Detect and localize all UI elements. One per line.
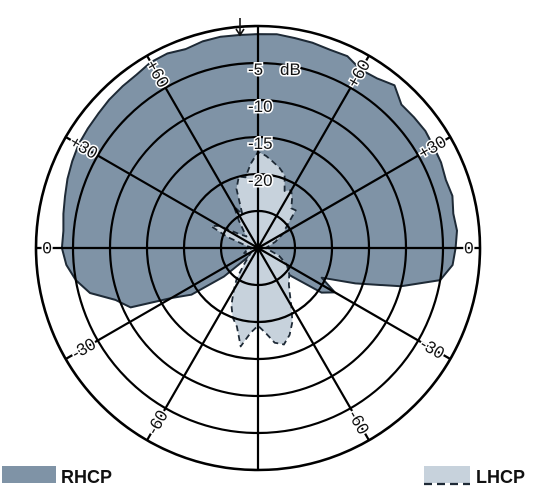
legend: RHCP LHCP [2,466,525,487]
grid-spoke-150 [257,247,370,441]
legend-swatch-lhcp [424,466,470,483]
angle-label: -60 [143,407,172,438]
grid-spoke-330 [146,55,259,249]
legend-label-rhcp: RHCP [61,467,112,487]
legend-swatch-rhcp [2,466,56,483]
grid-spoke-240 [65,247,259,360]
radial-tick-label: -15 [248,134,273,153]
grid-spoke-60 [257,136,451,249]
legend-label-lhcp: LHCP [476,467,525,487]
angle-label: -30 [68,334,99,363]
radial-tick-label: -10 [248,97,273,116]
angle-label: -30 [417,334,448,363]
grid-spoke-210 [146,247,259,441]
angle-label: 0 [42,239,51,258]
angle-label: 0 [464,239,473,258]
radial-tick-label: -5 [248,60,263,79]
radial-unit-label: dB [280,60,301,79]
direction-arrow-icon [235,18,245,37]
angle-label: -60 [344,407,373,438]
radial-tick-label: -20 [248,171,273,190]
grid-spoke-300 [65,136,259,249]
grid-spoke-30 [257,55,370,249]
polar-grid [34,24,482,472]
grid-spoke-120 [257,247,451,360]
